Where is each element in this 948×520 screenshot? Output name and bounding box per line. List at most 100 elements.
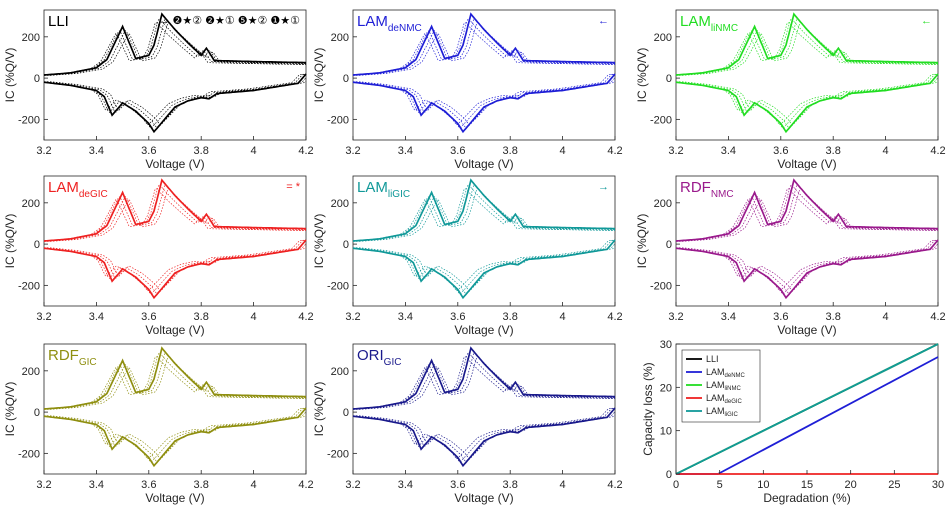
xtick-label: 4.2 (607, 479, 622, 491)
xtick-label: 4.2 (607, 311, 622, 323)
xtick-label: 3.4 (89, 145, 104, 157)
xtick-label: 3.2 (36, 311, 51, 323)
y-axis-label: IC (%Q/V) (3, 48, 17, 103)
xtick-label: 3.6 (141, 479, 156, 491)
ic-discharge-curve-4 (352, 240, 615, 292)
y-axis-label: IC (%Q/V) (312, 48, 326, 103)
panel-title: LLI (48, 13, 69, 30)
x-axis-label: Voltage (V) (777, 323, 836, 337)
axes-box (43, 9, 307, 141)
ytick-label: 10 (660, 426, 672, 438)
xtick-label: 4 (251, 145, 257, 157)
xtick-label: 3.4 (89, 311, 104, 323)
ic-panel-rdf_nmc: 200 0 -200 3.2 3.4 3.6 3.8 4 4.2 Voltage (V) IC (%… (635, 175, 946, 337)
y-axis-label: IC (%Q/V) (3, 214, 17, 269)
xtick-label: 3.4 (721, 311, 736, 323)
legend-label: LLI (706, 354, 719, 364)
xtick-label: 0 (673, 479, 679, 491)
capacity-series-LAMliGIC (675, 343, 939, 475)
ic-discharge-curve-3 (44, 414, 307, 460)
xtick-label: 4.2 (930, 145, 945, 157)
xtick-label: 3.6 (141, 145, 156, 157)
legend-label: LAMdeNMC (706, 367, 746, 379)
ic-panel-rdf_gic: 200 0 -200 3.2 3.4 3.6 3.8 4 4.2 Voltage (V) IC (%… (3, 343, 314, 505)
xtick-label: 4.2 (607, 145, 622, 157)
ytick-label: 0 (343, 407, 349, 419)
xtick-label: 4.2 (298, 311, 313, 323)
legend-box (681, 349, 761, 423)
legend-label-main: LAM (706, 380, 725, 390)
xtick-label: 3.6 (450, 311, 465, 323)
xtick-label: 3.8 (826, 145, 841, 157)
xtick-label: 4.2 (930, 311, 945, 323)
xtick-label: 3.8 (503, 311, 518, 323)
ic-discharge-curve-3 (353, 246, 616, 292)
xtick-label: 3.8 (503, 145, 518, 157)
xtick-label: 3.2 (668, 145, 683, 157)
ytick-label: -200 (327, 280, 349, 292)
xtick-label: 3.8 (194, 479, 209, 491)
legend-label-sub: liNMC (725, 386, 742, 392)
ic-charge-curve (675, 178, 938, 242)
axes-box (43, 175, 307, 307)
ic-discharge-curve-2 (352, 407, 615, 463)
ic-charge-curve-3 (44, 187, 307, 242)
ic-charge-curve (352, 12, 615, 76)
ic-charge-curve (352, 346, 615, 410)
ytick-label: 0 (666, 239, 672, 251)
ic-discharge-curve-2 (43, 239, 306, 295)
x-axis-label: Voltage (V) (145, 491, 204, 505)
xtick-label: 25 (888, 479, 900, 491)
xtick-label: 3.2 (668, 311, 683, 323)
ytick-label: 0 (343, 73, 349, 85)
panel-title: LAMdeGIC (48, 179, 108, 200)
xtick-label: 3.2 (345, 311, 360, 323)
x-axis-label: Voltage (V) (454, 157, 513, 171)
ic-panel-lam_degic: 200 0 -200 3.2 3.4 3.6 3.8 4 4.2 Voltage (V) IC (%… (3, 175, 314, 337)
ic-discharge-curve-4 (675, 240, 938, 292)
legend-label-main: LAM (706, 406, 725, 416)
ytick-label: 30 (660, 339, 672, 351)
ytick-label: 0 (34, 239, 40, 251)
ic-discharge-curve-3 (676, 80, 939, 126)
legend-label-main: LLI (706, 354, 719, 364)
y-axis-label: IC (%Q/V) (312, 382, 326, 437)
ytick-label: 0 (34, 407, 40, 419)
ic-discharge-curve-2 (43, 73, 306, 129)
legend-label: LAMdeGIC (706, 393, 743, 405)
xtick-label: 3.4 (398, 311, 413, 323)
ic-charge-curve-3 (353, 355, 616, 410)
ic-panel-lam_ligic: 200 0 -200 3.2 3.4 3.6 3.8 4 4.2 Voltage (V) IC (%… (312, 175, 623, 337)
ic-charge-curve-3 (676, 21, 939, 76)
xtick-label: 3.4 (89, 479, 104, 491)
ic-charge-curve (43, 12, 306, 76)
xtick-label: 4.2 (298, 145, 313, 157)
panel-annotation: ← (921, 15, 932, 27)
axes-box (352, 9, 616, 141)
ytick-label: -200 (650, 280, 672, 292)
ic-charge-curve-2 (352, 351, 615, 410)
ic-charge-curve-3 (353, 21, 616, 76)
panel-title-main: LAM (357, 13, 388, 30)
y-axis-label: IC (%Q/V) (3, 382, 17, 437)
xtick-label: 3.8 (826, 311, 841, 323)
xtick-label: 4.2 (298, 479, 313, 491)
ytick-label: 200 (331, 366, 349, 378)
ic-discharge-curve-2 (43, 407, 306, 463)
xtick-label: 3.6 (450, 145, 465, 157)
panel-title: LAMliNMC (680, 13, 738, 34)
x-axis-label: Degradation (%) (763, 491, 850, 505)
panel-title-sub: liNMC (711, 23, 738, 34)
ytick-label: 200 (22, 366, 40, 378)
ytick-label: 200 (654, 32, 672, 44)
ic-charge-curve-3 (353, 187, 616, 242)
ic-discharge-curve-4 (352, 408, 615, 460)
ic-charge-curve (43, 178, 306, 242)
ytick-label: 200 (331, 198, 349, 210)
y-axis-label: IC (%Q/V) (312, 214, 326, 269)
panel-title-main: LAM (357, 179, 388, 196)
xtick-label: 30 (932, 479, 944, 491)
xtick-label: 3.8 (194, 311, 209, 323)
panel-title-sub: liGIC (388, 189, 410, 200)
